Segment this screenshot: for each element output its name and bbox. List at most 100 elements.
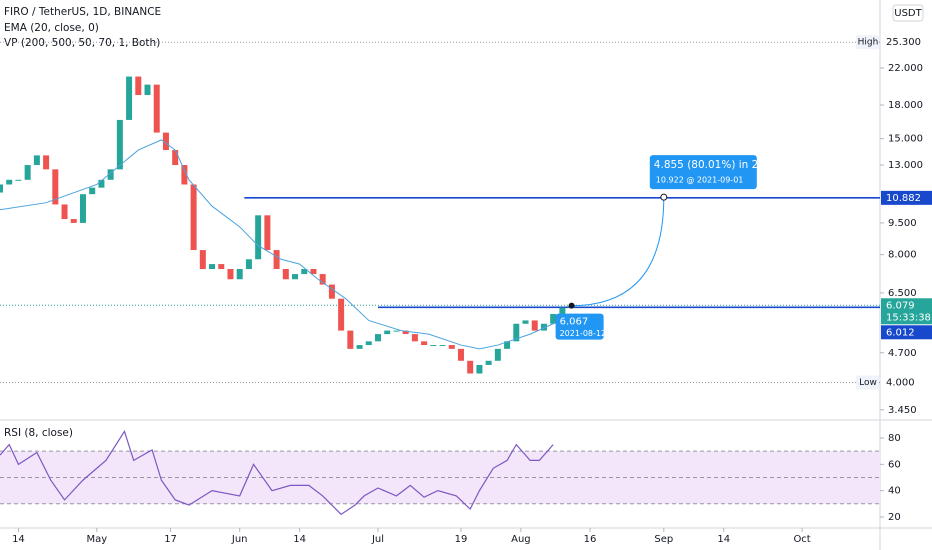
candle [126, 76, 133, 120]
y-tick-label: 8.000 [888, 250, 917, 261]
countdown: 15:33:38 [886, 312, 931, 323]
candle [227, 269, 234, 280]
candle [310, 269, 317, 275]
projection-change: 4.855 (80.01%) in 20d [654, 159, 772, 171]
candle [24, 165, 31, 180]
x-tick-label: Sep [654, 534, 673, 545]
price-label-box [881, 325, 932, 340]
candle [209, 264, 216, 270]
currency-box[interactable] [892, 4, 924, 22]
y-tick-label: 40 [888, 486, 901, 497]
ema-legend[interactable]: EMA (20, close, 0) [4, 22, 99, 34]
candle [504, 341, 511, 349]
level-tag-box [856, 35, 879, 50]
candle [301, 269, 308, 275]
candle [153, 84, 160, 133]
level-tag: High [858, 38, 879, 48]
candle [6, 179, 13, 185]
level-tag: Low [859, 378, 877, 388]
candle [98, 179, 105, 188]
x-tick-label: Oct [793, 534, 810, 545]
candle [402, 330, 409, 335]
start-date: 2021-08-12 [560, 329, 607, 338]
y-tick-label: 20 [888, 512, 901, 523]
candle [199, 250, 206, 270]
candle [374, 334, 381, 342]
x-tick-label: 17 [164, 534, 177, 545]
projection-start [568, 302, 575, 309]
candle [292, 274, 299, 280]
candle [384, 330, 391, 335]
projection-end [660, 193, 668, 201]
candle [485, 360, 492, 365]
x-tick-label: 19 [455, 534, 468, 545]
candle [448, 345, 455, 349]
candle [513, 323, 520, 342]
y-tick-label: 80 [888, 433, 901, 444]
x-tick-label: 14 [12, 534, 25, 545]
y-tick-label: 13.000 [888, 160, 923, 171]
y-tick-label: 22.000 [888, 63, 923, 74]
candle [264, 215, 271, 251]
x-tick-label: 14 [717, 534, 730, 545]
candle [236, 269, 243, 280]
price-label-box [881, 190, 932, 205]
price-label-box [881, 298, 932, 325]
level-tag-box [856, 375, 879, 390]
start-box [555, 313, 604, 340]
candle [540, 323, 547, 331]
candle [245, 259, 252, 270]
price-label: 4.000 [886, 378, 915, 389]
candle [70, 219, 77, 223]
rsi-line [0, 430, 554, 516]
candle [559, 307, 566, 314]
projection-target: 10.922 @ 2021-09-01 [656, 176, 744, 185]
candle [476, 364, 483, 374]
rsi-title[interactable]: RSI (8, close) [4, 427, 73, 439]
y-tick-label: 9.500 [888, 218, 917, 229]
vp-legend[interactable]: VP (200, 500, 50, 70, 1, Both) [4, 37, 160, 49]
y-tick-label: 15.000 [888, 134, 923, 145]
x-tick-label: Jul [371, 534, 384, 545]
projection-curve [571, 197, 665, 307]
y-tick-label: 60 [888, 459, 901, 470]
candle [550, 313, 557, 324]
candle [393, 330, 400, 332]
candle [218, 264, 225, 270]
candle [79, 194, 86, 223]
x-tick-label: 16 [584, 534, 597, 545]
price-label: 25.300 [886, 37, 921, 48]
candle [190, 184, 197, 251]
candle [116, 119, 123, 170]
y-tick-label: 4.700 [888, 348, 917, 359]
price-label: 10.882 [886, 193, 921, 204]
y-tick-label: 18.000 [888, 100, 923, 111]
candle [531, 320, 538, 331]
candle [33, 155, 40, 166]
candle [411, 334, 418, 342]
candle [255, 215, 262, 260]
price-label: 6.079 [886, 300, 915, 311]
candle [52, 169, 59, 205]
candle [172, 150, 179, 166]
y-tick-label: 3.450 [888, 405, 917, 416]
start-value: 6.067 [560, 317, 589, 328]
candle [162, 132, 169, 151]
symbol-title[interactable]: FIRO / TetherUS, 1D, BINANCE [4, 6, 161, 18]
candle [328, 284, 335, 299]
candle [15, 179, 22, 181]
candle [439, 345, 446, 347]
candle [430, 345, 437, 347]
candle [282, 269, 289, 280]
candle [347, 330, 354, 349]
price-label: 6.012 [886, 327, 915, 338]
candle [273, 250, 280, 270]
candle [319, 274, 326, 285]
candle [107, 169, 114, 180]
x-tick-label: 14 [293, 534, 306, 545]
currency[interactable]: USDT [894, 8, 922, 19]
candle [467, 360, 474, 374]
x-tick-label: Jun [231, 534, 248, 545]
ema-line [0, 139, 572, 350]
